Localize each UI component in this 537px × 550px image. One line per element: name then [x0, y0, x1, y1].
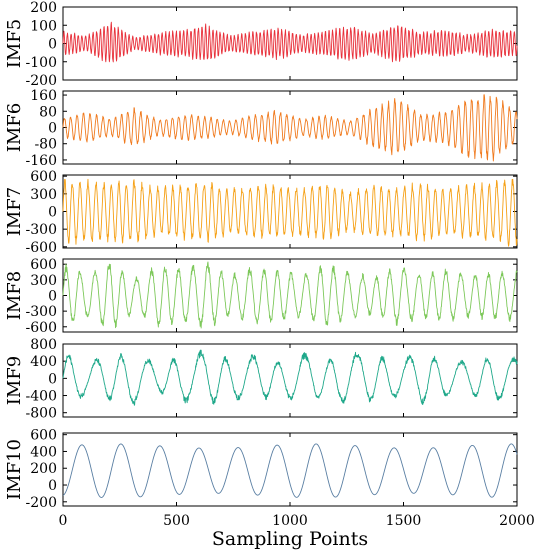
y-tick-label: -300 — [26, 222, 57, 238]
signal-line-imf8 — [62, 261, 518, 329]
x-tick-label: 1500 — [386, 513, 422, 529]
y-tick-label: -160 — [26, 153, 57, 169]
y-tick-label: 600 — [30, 428, 57, 444]
y-tick-label: 400 — [30, 444, 57, 460]
y-tick-label: 200 — [30, 0, 57, 16]
y-tick-label: 300 — [30, 187, 57, 203]
y-tick-label: 0 — [48, 121, 57, 137]
y-tick-label: 0 — [48, 37, 57, 53]
y-tick-label: -200 — [26, 495, 57, 511]
x-tick-label: 1000 — [272, 513, 308, 529]
y-tick-label: -600 — [26, 320, 57, 336]
panel-imf5: -200 -100 0 100 200 IMF5 — [4, 0, 518, 89]
y-tick-label: 800 — [30, 337, 57, 353]
y-tick-label: -300 — [26, 304, 57, 320]
y-axis-label: IMF8 — [4, 271, 25, 320]
panel-frame — [62, 90, 518, 165]
y-tick-label: -600 — [26, 240, 57, 256]
panel-frame — [62, 258, 518, 333]
signal-line-imf5 — [62, 21, 518, 63]
signal-line-imf7 — [62, 178, 518, 247]
y-tick-label: 300 — [30, 273, 57, 289]
x-tick-label: 0 — [59, 513, 68, 529]
y-axis-label: IMF6 — [4, 103, 25, 152]
y-tick-label: 0 — [48, 478, 57, 494]
signal-line-imf10 — [62, 443, 518, 498]
y-axis-label: IMF7 — [4, 187, 25, 236]
x-tick-label: 2000 — [499, 513, 535, 529]
y-axis-label: IMF5 — [4, 19, 25, 68]
y-axis-label: IMF10 — [4, 439, 25, 500]
y-tick-label: -200 — [26, 73, 57, 89]
y-tick-label: 600 — [30, 257, 57, 273]
y-tick-label: -800 — [26, 406, 57, 422]
x-axis-label: Sampling Points — [212, 528, 368, 550]
y-tick-label: -80 — [34, 137, 57, 153]
y-tick-label: 600 — [30, 169, 57, 185]
y-tick-label: 200 — [30, 461, 57, 477]
panel-frame — [62, 432, 518, 507]
x-tick-label: 500 — [163, 513, 190, 529]
y-tick-label: 100 — [30, 18, 57, 34]
y-tick-label: -400 — [26, 389, 57, 405]
y-axis-label: IMF9 — [4, 356, 25, 405]
y-tick-label: 0 — [48, 205, 57, 221]
y-tick-label: 400 — [30, 354, 57, 370]
y-tick-label: 80 — [39, 104, 57, 120]
panel-frame — [62, 343, 518, 418]
y-tick-label: -100 — [26, 55, 57, 71]
y-tick-label: 0 — [48, 371, 57, 387]
signal-line-imf9 — [62, 349, 518, 406]
y-tick-label: 160 — [30, 88, 57, 104]
y-tick-label: 0 — [48, 289, 57, 305]
signal-line-imf6 — [62, 94, 518, 162]
